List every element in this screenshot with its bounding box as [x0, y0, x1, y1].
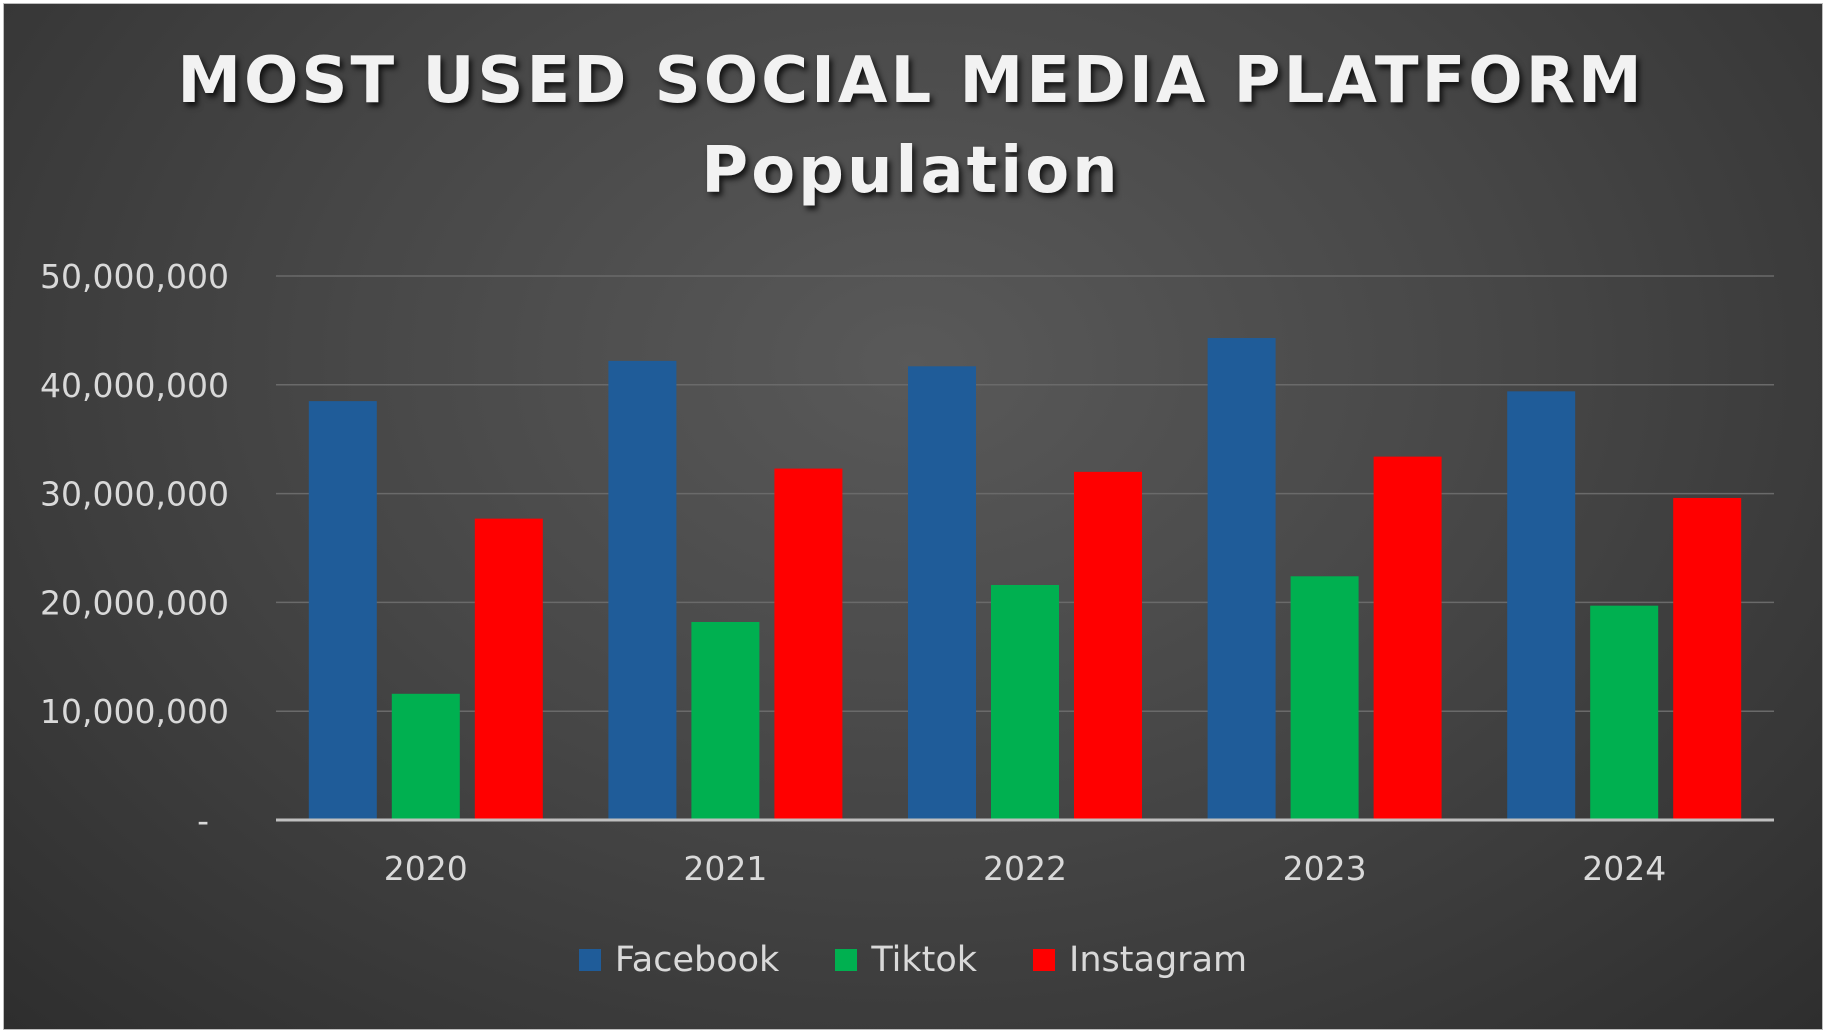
bar-tiktok [1590, 605, 1659, 820]
y-tick-label: - [197, 801, 209, 840]
legend-swatch [1033, 949, 1056, 971]
bar-tiktok [391, 693, 460, 820]
chart-frame: MOST USED SOCIAL MEDIA PLATFORM Populati… [3, 3, 1823, 1030]
bar-tiktok [1290, 576, 1359, 820]
bar-tiktok [691, 621, 760, 820]
chart-subtitle: Population [701, 134, 1121, 208]
legend-label: Facebook [614, 940, 780, 980]
x-tick-label: 2021 [683, 849, 767, 888]
bar-facebook [1507, 391, 1576, 820]
legend-item-tiktok: Tiktok [835, 940, 977, 980]
legend-label: Instagram [1069, 940, 1248, 980]
legend-item-instagram: Instagram [1033, 940, 1247, 980]
bar-instagram [1673, 497, 1742, 820]
x-tick-label: 2024 [1582, 849, 1666, 888]
bar-facebook [308, 401, 377, 820]
x-tick-label: 2023 [1283, 849, 1367, 888]
bar-tiktok [991, 584, 1059, 820]
bar-instagram [774, 468, 843, 820]
bar-instagram [474, 518, 543, 820]
y-tick-label: 30,000,000 [40, 475, 229, 514]
legend-label: Tiktok [871, 940, 978, 980]
y-tick-label: 50,000,000 [40, 257, 229, 296]
legend: Facebook Tiktok Instagram [4, 940, 1822, 980]
bar-facebook [908, 366, 976, 820]
y-tick-label: 10,000,000 [40, 692, 229, 731]
chart-title: MOST USED SOCIAL MEDIA PLATFORM [177, 44, 1645, 118]
bar-facebook [1207, 338, 1276, 820]
y-tick-label: 40,000,000 [40, 366, 229, 405]
bar-instagram [1373, 456, 1442, 820]
bar-facebook [608, 360, 677, 820]
x-tick-label: 2020 [384, 849, 468, 888]
plot-area: - 10,000,000 20,000,000 30,000,000 40,000,00… [40, 257, 1774, 888]
y-tick-label: 20,000,000 [40, 583, 229, 622]
bar-instagram [1074, 471, 1142, 820]
legend-item-facebook: Facebook [578, 940, 780, 980]
x-tick-label: 2022 [983, 849, 1067, 888]
legend-swatch [835, 949, 858, 971]
legend-swatch [578, 949, 601, 971]
